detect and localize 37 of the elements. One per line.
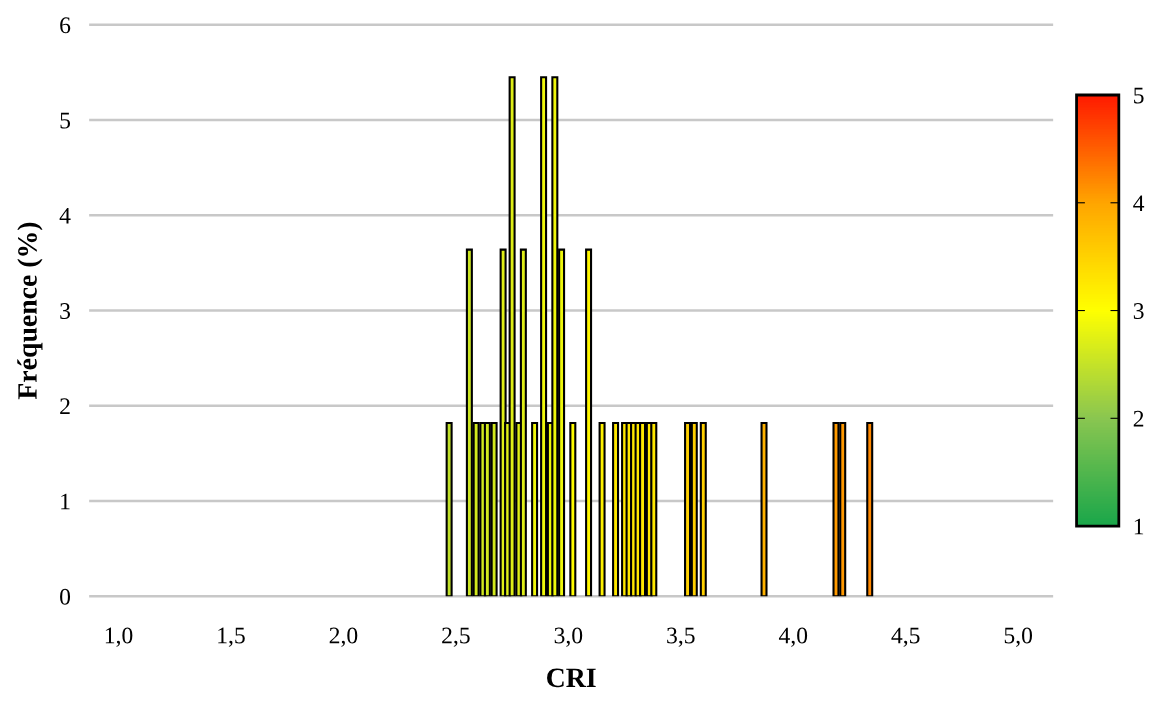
y-tick-label: 4 (59, 207, 71, 224)
x-tick-label: 4,0 (778, 627, 808, 647)
x-tick-label: 5,0 (1004, 627, 1033, 647)
y-tick-label: 5 (60, 112, 71, 129)
y-axis-title: Fréquence (%) (17, 222, 43, 400)
bar (699, 421, 707, 597)
color-bar-label: 2 (1133, 410, 1144, 427)
bar (760, 421, 768, 597)
x-tick-label: 2,0 (329, 627, 358, 647)
bar (650, 421, 658, 597)
bar (445, 421, 453, 597)
x-tick-label: 3,5 (667, 627, 695, 647)
bar (612, 421, 620, 597)
bar (519, 248, 527, 597)
x-tick-label: 2,5 (442, 627, 470, 647)
bar (540, 76, 548, 597)
y-tick-label: 3 (60, 303, 71, 319)
bar (639, 421, 647, 597)
y-tick-label: 1 (61, 493, 70, 510)
x-tick-label: 3,0 (554, 627, 583, 647)
color-bar-label: 3 (1133, 303, 1144, 319)
bar (508, 76, 516, 597)
x-tick-label: 1,5 (218, 627, 245, 647)
color-bar-label: 5 (1134, 87, 1144, 104)
bar (531, 421, 539, 597)
y-tick-label: 2 (60, 398, 70, 414)
color-bar-label: 1 (1134, 518, 1144, 535)
color-bar-label: 4 (1133, 195, 1145, 211)
bar (598, 421, 606, 597)
bar (866, 421, 874, 597)
y-tick-label: 0 (60, 588, 71, 605)
x-axis-title: CRI (547, 668, 596, 688)
x-tick-label: 1,0 (105, 627, 133, 647)
y-tick-label: 6 (60, 17, 71, 34)
bar (585, 248, 593, 597)
x-tick-label: 4,5 (891, 627, 920, 647)
bar (569, 421, 577, 597)
